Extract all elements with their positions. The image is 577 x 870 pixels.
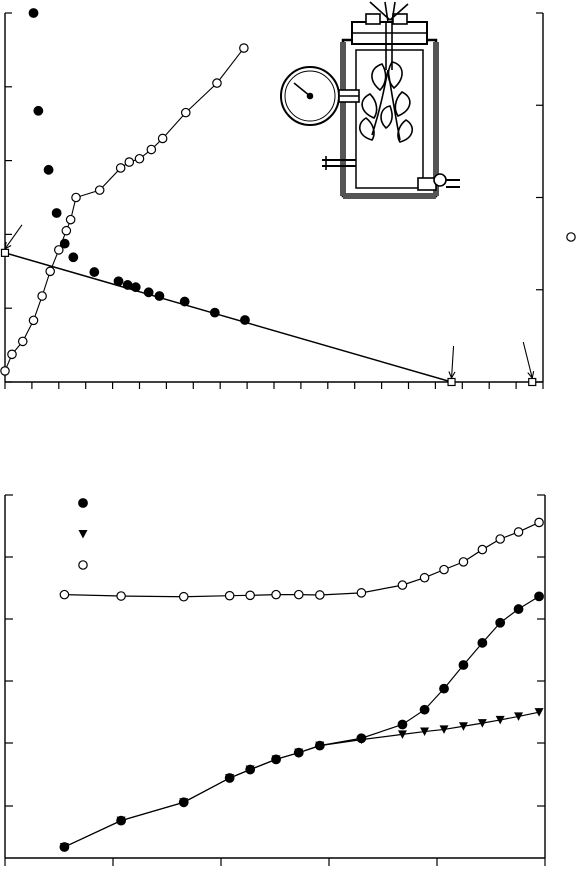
data-point (397, 719, 408, 730)
arrow-marker (528, 377, 537, 387)
data-point (143, 287, 154, 298)
data-point (224, 590, 235, 601)
data-point (458, 722, 468, 731)
data-point (271, 589, 281, 600)
top-chart (0, 8, 576, 389)
series-line (64, 595, 540, 848)
data-point (534, 591, 544, 602)
arrow-line (4, 224, 23, 250)
data-point (513, 604, 524, 614)
data-point (157, 133, 168, 144)
data-point (239, 43, 249, 53)
legend-marker (566, 232, 576, 242)
data-point (59, 843, 69, 852)
data-point (45, 266, 55, 277)
data-point (7, 349, 17, 360)
data-point (209, 307, 220, 318)
arrow-marker (0, 248, 10, 257)
bottom-chart (4, 494, 546, 866)
series-line (64, 711, 540, 848)
data-point (495, 617, 506, 628)
data-point (113, 276, 124, 287)
data-point (245, 765, 255, 775)
data-point (477, 719, 487, 728)
data-point (439, 683, 449, 694)
data-point (65, 214, 76, 225)
data-point (28, 315, 39, 326)
data-point (514, 712, 524, 721)
data-point (293, 589, 304, 600)
data-point (37, 291, 47, 301)
data-point (271, 755, 281, 764)
data-point (59, 589, 70, 600)
data-point (116, 591, 126, 601)
data-point (122, 280, 133, 290)
data-point (513, 527, 524, 537)
data-point (439, 564, 449, 575)
data-point (294, 748, 304, 758)
data-point (419, 704, 430, 715)
data-point (477, 544, 488, 555)
data-point (134, 153, 145, 164)
data-point (477, 637, 488, 648)
data-point (146, 144, 157, 155)
data-point (17, 336, 28, 347)
data-point (495, 534, 505, 544)
data-point (212, 78, 222, 88)
data-point (180, 107, 191, 118)
data-point (534, 708, 544, 717)
data-point (315, 590, 325, 600)
data-point (397, 730, 407, 739)
data-point (245, 590, 255, 601)
data-point (397, 580, 408, 590)
arrow-line (522, 341, 533, 379)
data-point (179, 296, 190, 307)
legend-marker (78, 498, 88, 508)
data-point (458, 557, 469, 567)
data-point (33, 105, 44, 116)
data-point (439, 725, 449, 734)
data-point (115, 163, 126, 173)
data-point (51, 208, 62, 218)
data-point (179, 798, 189, 807)
data-point (124, 157, 135, 167)
data-point (53, 245, 64, 255)
data-point (419, 572, 430, 583)
data-point (68, 252, 79, 263)
data-point (130, 282, 141, 293)
arrow-marker (447, 377, 456, 387)
data-point (154, 291, 165, 301)
data-point (495, 715, 505, 725)
data-point (458, 660, 469, 670)
data-point (94, 185, 105, 195)
data-point (43, 164, 54, 175)
data-point (61, 225, 72, 236)
data-point (71, 192, 81, 203)
series-line (64, 521, 540, 598)
regression-line (4, 252, 452, 383)
data-point (240, 315, 250, 325)
arrow-line (450, 345, 455, 379)
data-point (315, 741, 325, 751)
data-point (89, 267, 100, 277)
data-point (0, 366, 10, 376)
legend-marker (78, 530, 88, 539)
data-point (28, 8, 39, 18)
data-point (178, 591, 189, 602)
data-point (420, 727, 430, 737)
data-point (225, 774, 235, 783)
data-point (116, 816, 126, 826)
series-line (4, 47, 245, 372)
legend-marker (78, 560, 88, 570)
data-point (59, 238, 70, 249)
data-point (356, 735, 366, 745)
data-point (534, 517, 544, 528)
data-point (356, 588, 367, 598)
pressure-chamber-icon (280, 1, 460, 199)
